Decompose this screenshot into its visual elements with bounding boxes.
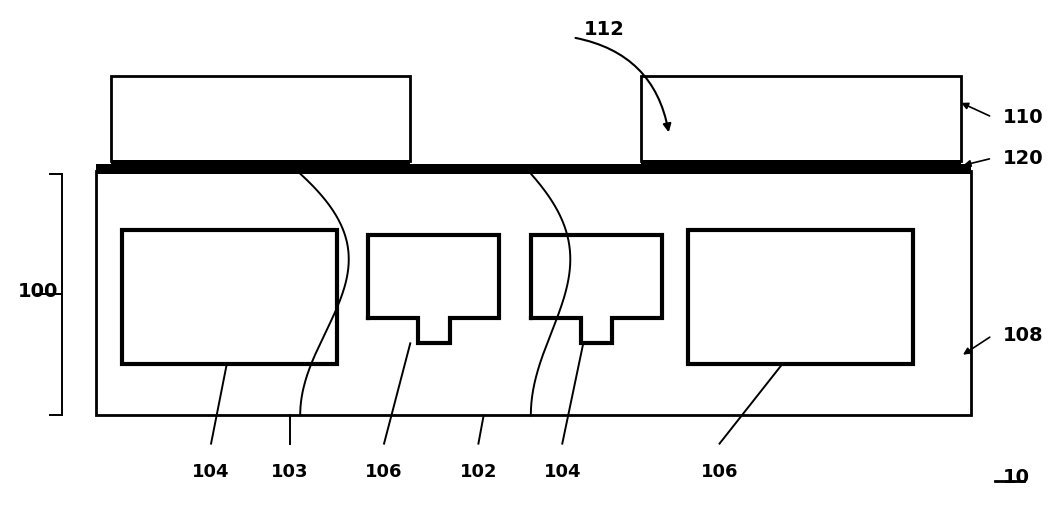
Text: 100: 100 (18, 282, 58, 301)
Text: 103: 103 (271, 463, 308, 481)
Text: 120: 120 (1002, 149, 1043, 168)
Text: 110: 110 (1002, 108, 1043, 127)
Bar (640, 160, 961, 173)
Bar (688, 230, 914, 364)
Bar (640, 76, 961, 161)
Text: 106: 106 (701, 463, 738, 481)
Text: 106: 106 (365, 463, 403, 481)
Bar (96, 171, 972, 415)
Bar (122, 230, 337, 364)
Bar (112, 160, 410, 173)
Text: 108: 108 (1002, 326, 1043, 345)
Bar (112, 76, 410, 161)
Text: 104: 104 (543, 463, 581, 481)
Text: 10: 10 (1002, 467, 1030, 486)
Text: 104: 104 (192, 463, 230, 481)
Text: 112: 112 (583, 20, 625, 39)
Bar (96, 164, 972, 174)
Text: 102: 102 (460, 463, 497, 481)
